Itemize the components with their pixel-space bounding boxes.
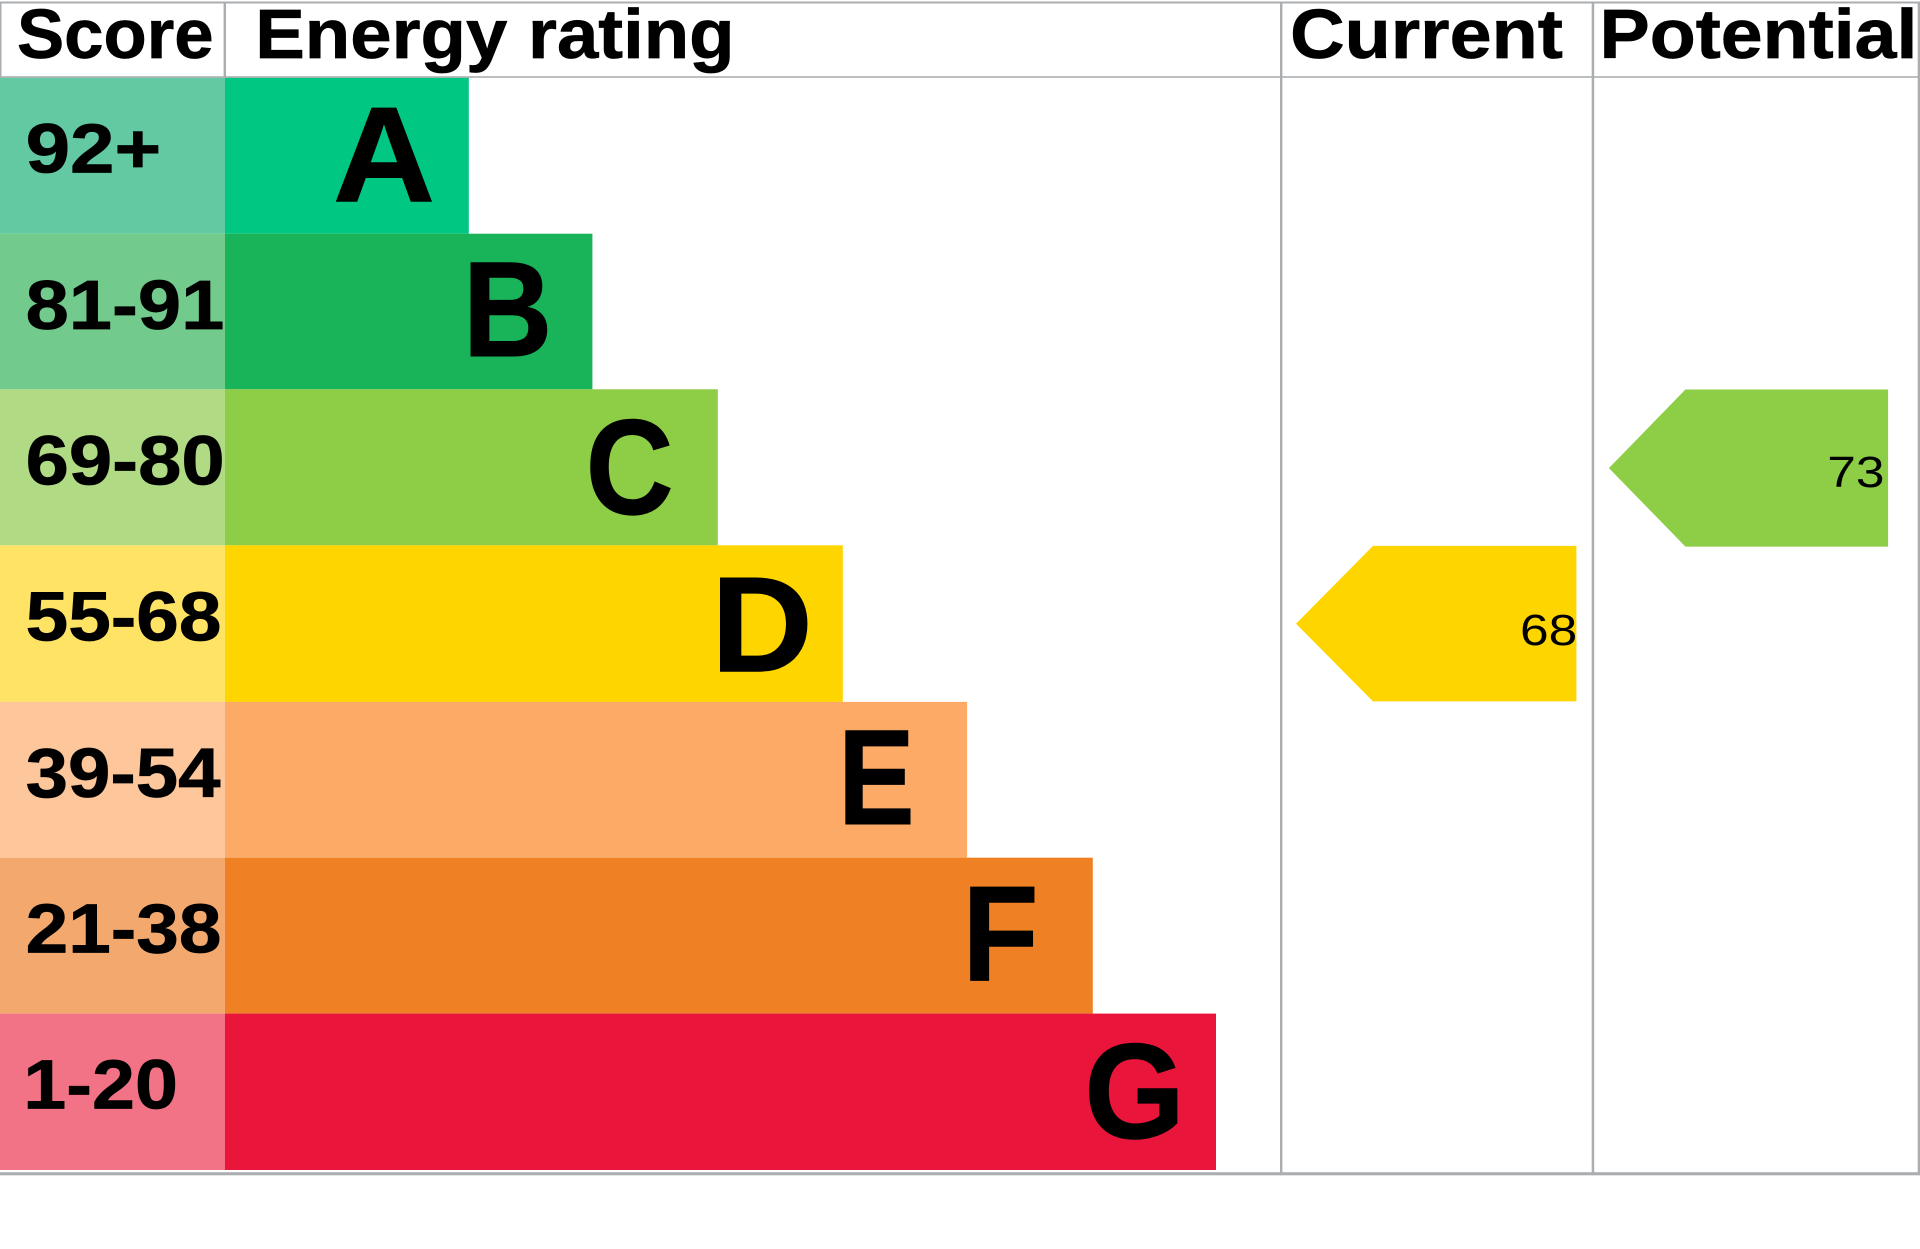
- svg-text:F: F: [962, 858, 1038, 1010]
- svg-text:73: 73: [1827, 448, 1884, 497]
- svg-text:B: B: [463, 233, 553, 385]
- svg-text:69-80: 69-80: [26, 421, 225, 499]
- svg-text:Score: Score: [17, 0, 214, 73]
- svg-text:Potential: Potential: [1600, 0, 1918, 73]
- svg-text:39-54: 39-54: [26, 734, 221, 812]
- svg-text:92+: 92+: [26, 109, 162, 187]
- svg-text:Current: Current: [1290, 0, 1563, 73]
- svg-text:E: E: [838, 701, 914, 853]
- svg-text:G: G: [1084, 1016, 1185, 1167]
- svg-text:68: 68: [1520, 607, 1577, 656]
- svg-text:21-38: 21-38: [26, 890, 222, 968]
- svg-text:D: D: [711, 550, 813, 701]
- svg-text:A: A: [333, 80, 435, 231]
- svg-text:55-68: 55-68: [26, 577, 222, 655]
- svg-text:1-20: 1-20: [23, 1045, 178, 1124]
- svg-text:81-91: 81-91: [26, 265, 225, 344]
- svg-text:Energy rating: Energy rating: [255, 0, 734, 74]
- svg-text:C: C: [586, 392, 674, 544]
